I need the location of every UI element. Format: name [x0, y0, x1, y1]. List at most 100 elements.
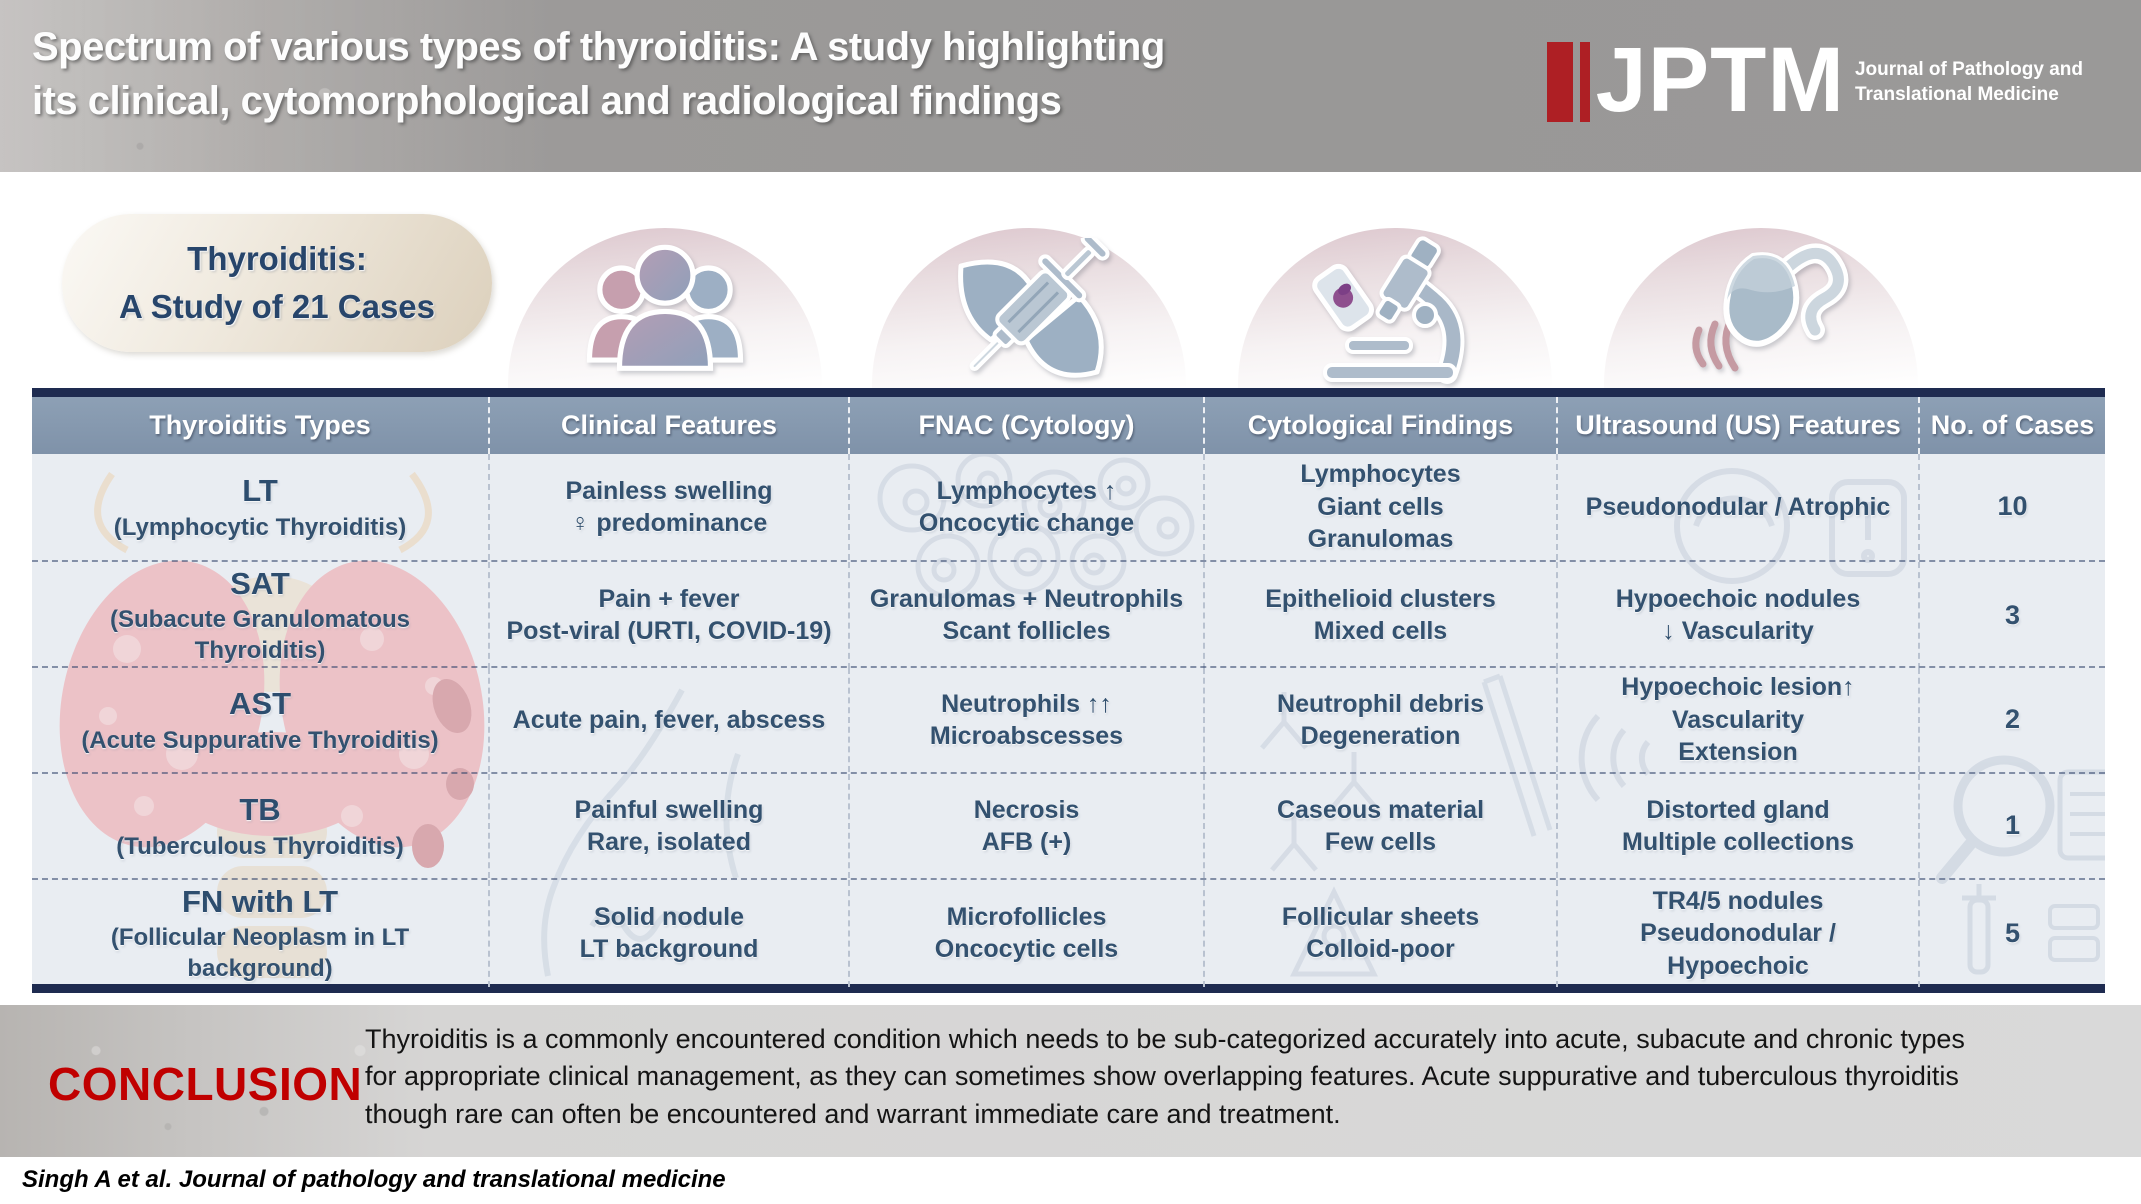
- cell-line: Epithelioid clusters: [1265, 584, 1496, 613]
- cell-line: Few cells: [1324, 828, 1437, 856]
- cell-line: (Acute Suppurative Thyroiditis): [81, 726, 439, 754]
- conclusion-band: CONCLUSION Thyroiditis is a commonly enc…: [0, 1005, 2141, 1157]
- thyroid-gland-watermark: [59, 560, 485, 978]
- journal-name: Journal of Pathology and Translational M…: [1855, 58, 2083, 107]
- ultrasound-features-cell: Pseudonodular / Atrophic: [1556, 454, 1918, 560]
- page-title: Spectrum of various types of thyroiditis…: [32, 20, 1165, 128]
- cell-line: 1: [2004, 810, 2021, 841]
- clinical-features-cell: Solid nodule LT background: [488, 880, 848, 987]
- cytological-findings-cell: Follicular sheets Colloid-poor: [1203, 880, 1556, 987]
- cell-line: Oncocytic change: [918, 509, 1135, 537]
- column-header: Cytological Findings: [1203, 397, 1556, 454]
- citation: Singh A et al. Journal of pathology and …: [22, 1166, 726, 1193]
- cell-line: Colloid-poor: [1306, 935, 1455, 964]
- case-count-cell: 2: [1918, 668, 2105, 772]
- fnac-cytology-cell: Lymphocytes ↑ Oncocytic change: [848, 454, 1203, 560]
- clinical-features-cell: Painless swelling ♀ predominance: [488, 454, 848, 560]
- microscope-icon: [1312, 236, 1465, 384]
- thyroiditis-type-cell: AST (Acute Suppurative Thyroiditis): [32, 668, 488, 772]
- patients-group-icon: [586, 244, 744, 371]
- magnifier-watermark: [1936, 755, 2105, 975]
- cell-line: Giant cells: [1317, 492, 1444, 521]
- cell-line: Hypoechoic lesion↑: [1621, 673, 1855, 702]
- case-count-cell: 10: [1918, 454, 2105, 560]
- thyroiditis-type-cell: FN with LT (Follicular Neoplasm in LT bac…: [32, 880, 488, 987]
- case-count-cell: 5: [1918, 880, 2105, 987]
- cell-line: (Tuberculous Thyroiditis): [116, 832, 404, 860]
- case-count-cell: 1: [1918, 774, 2105, 878]
- cell-line: 5: [2004, 917, 2021, 948]
- ultrasound-watermark: [1578, 468, 1907, 803]
- cell-line: 3: [2004, 599, 2021, 630]
- fnac-dome: [872, 228, 1186, 388]
- cell-line: Pain + fever: [598, 584, 740, 613]
- journal-logo: JPTM Journal of Pathology and Translatio…: [1546, 29, 2083, 131]
- cell-line: SAT: [230, 566, 290, 601]
- table-body: LT (Lymphocytic Thyroiditis) Painless swel…: [32, 454, 2105, 987]
- table-row: AST (Acute Suppurative Thyroiditis) Acute …: [32, 666, 2105, 772]
- cell-line: Neutrophils ↑↑: [941, 689, 1112, 718]
- cytological-findings-cell: Epithelioid clusters Mixed cells: [1203, 562, 1556, 669]
- column-header: Ultrasound (US) Features: [1556, 397, 1918, 454]
- table-row: LT (Lymphocytic Thyroiditis) Painless swel…: [32, 454, 2105, 560]
- cell-line: Caseous material: [1276, 795, 1485, 824]
- study-badge: Thyroiditis: A Study of 21 Cases: [62, 214, 492, 352]
- cell-line: Granulomas: [1307, 525, 1454, 554]
- study-badge-line-1: Thyroiditis:: [187, 240, 367, 278]
- cell-line: (Subacute Granulomatous Thyroiditis): [109, 606, 411, 665]
- cytological-findings-cell: Caseous material Few cells: [1203, 774, 1556, 878]
- cytological-findings-cell: Lymphocytes Giant cells Granulomas: [1203, 454, 1556, 560]
- cell-line: Post-viral (URTI, COVID-19): [506, 617, 832, 646]
- cell-line: Painful swelling: [574, 795, 764, 824]
- cell-line: ↓ Vascularity: [1662, 617, 1814, 646]
- column-header: Clinical Features: [488, 397, 848, 454]
- column-header: FNAC (Cytology): [848, 397, 1203, 454]
- journal-name-line-1: Journal of Pathology and: [1854, 59, 2083, 80]
- cell-line: Lymphocytes ↑: [936, 476, 1117, 505]
- cell-line: (Lymphocytic Thyroiditis): [113, 513, 407, 541]
- ultrasound-dome: [1604, 228, 1918, 388]
- cell-line: Acute pain, fever, abscess: [512, 705, 826, 734]
- main-panel: Thyroiditis: A Study of 21 Cases: [0, 172, 2141, 1005]
- ultrasound-features-cell: Distorted gland Multiple collections: [1556, 774, 1918, 878]
- fnac-cytology-cell: Necrosis AFB (+): [848, 774, 1203, 878]
- logo-bar-icon: [1579, 42, 1590, 122]
- case-count-cell: 3: [1918, 562, 2105, 669]
- conclusion-text: Thyroiditis is a commonly encountered co…: [365, 1024, 1965, 1129]
- thyroiditis-summary-table: Thyroiditis Types Clinical Features FNAC (…: [32, 388, 2105, 993]
- cell-line: Necrosis: [973, 795, 1080, 824]
- column-header: Thyroiditis Types: [149, 410, 371, 440]
- cell-line: Lymphocytes: [1300, 460, 1461, 489]
- logo-acronym: JPTM: [1595, 29, 1845, 131]
- ultrasound-features-cell: TR4/5 nodules Pseudonodular / Hypoechoic: [1556, 880, 1918, 987]
- cell-line: Distorted gland: [1646, 795, 1830, 824]
- cell-line: Neutrophil debris: [1277, 689, 1484, 718]
- cell-line: Hypoechoic nodules: [1615, 584, 1861, 613]
- cell-line: FN with LT: [181, 884, 339, 919]
- clinical-features-cell: Acute pain, fever, abscess: [488, 668, 848, 772]
- conclusion-label: CONCLUSION: [48, 1058, 363, 1110]
- cell-line: TB: [239, 792, 281, 828]
- clinical-features-cell: Pain + fever Post-viral (URTI, COVID-19): [488, 562, 848, 669]
- cell-line: Vascularity: [1671, 705, 1805, 734]
- fnac-cytology-cell: Neutrophils ↑↑ Microabscesses: [848, 668, 1203, 772]
- thyroiditis-type-cell: TB (Tuberculous Thyroiditis): [32, 774, 488, 878]
- patients-dome: [508, 228, 822, 388]
- table-header-row: Thyroiditis Types Clinical Features FNAC (…: [32, 397, 2105, 454]
- logo-bar-icon: [1546, 42, 1573, 122]
- sketch-watermark: [541, 688, 741, 977]
- table-row: FN with LT (Follicular Neoplasm in LT bac…: [32, 878, 2105, 987]
- cell-line: Solid nodule: [594, 902, 744, 931]
- thyroiditis-type-cell: SAT (Subacute Granulomatous Thyroiditis): [32, 562, 488, 669]
- ultrasound-features-cell: Hypoechoic nodules ↓ Vascularity: [1556, 562, 1918, 669]
- cell-line: Extension: [1678, 738, 1798, 767]
- study-badge-line-2: A Study of 21 Cases: [118, 288, 436, 325]
- cell-line: LT background: [579, 935, 759, 964]
- title-line-2: its clinical, cytomorphological and radi…: [32, 79, 1062, 123]
- cytological-findings-cell: Neutrophil debris Degeneration: [1203, 668, 1556, 772]
- fnac-cytology-cell: Granulomas + Neutrophils Scant follicles: [848, 562, 1203, 669]
- cell-line: Multiple collections: [1622, 828, 1854, 856]
- title-line-1: Spectrum of various types of thyroiditis…: [32, 25, 1165, 69]
- ultrasound-probe-icon: [1692, 243, 1849, 372]
- cell-line: LT: [242, 473, 278, 509]
